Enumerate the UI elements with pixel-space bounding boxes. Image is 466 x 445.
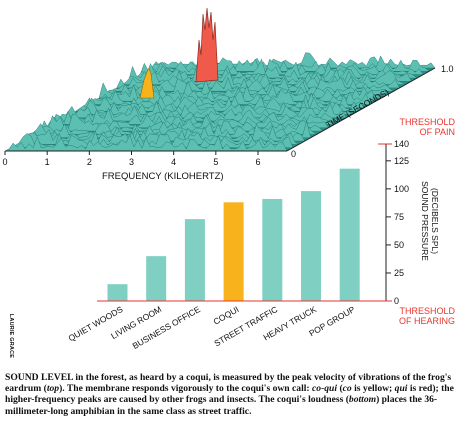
bar-street-traffic (262, 198, 283, 301)
time-tick-0: 0 (291, 149, 296, 159)
y-axis-label-line1: SOUND PRESSURE (420, 181, 430, 261)
y-tick-label: 140 (394, 139, 409, 149)
bar-coqui (223, 202, 244, 301)
caption-coqui-call: co-qui (312, 383, 338, 395)
caption-top: top (46, 383, 60, 395)
frequency-tick-label: 0 (2, 157, 7, 167)
y-tick-label: 50 (394, 240, 404, 250)
bar-business-office (184, 219, 205, 301)
y-tick-label: 75 (394, 212, 404, 222)
frequency-tick-label: 1 (45, 157, 50, 167)
bar-quiet-woods (107, 284, 128, 301)
time-axis-line (286, 67, 436, 152)
co-peak (139, 67, 155, 99)
spectrogram-ridges (4, 50, 436, 152)
frequency-axis-label: FREQUENCY (KILOHERTZ) (102, 171, 224, 182)
caption-text-6: ) places the 36-millimeter-long amphibia… (5, 394, 438, 417)
caption-qui: qui (394, 383, 408, 395)
artist-credit: LAURIE GRACE (8, 313, 15, 359)
y-tick-label: 0 (394, 296, 399, 306)
y-axis-ticks: 0 25 50 75 100 125 140 (386, 139, 409, 306)
threshold-of-pain-label-line1: THRESHOLD (399, 117, 455, 127)
figure-caption: SOUND LEVEL in the forest, as heard by a… (5, 372, 461, 417)
frequency-tick-label: 4 (171, 157, 176, 167)
y-axis-label-line2: (DECIBELS SPL) (430, 188, 440, 254)
y-tick-label: 125 (394, 156, 409, 166)
spectrogram-ridge (10, 130, 294, 148)
caption-text-2: ). The membrane responds vigorously to t… (59, 383, 313, 395)
threshold-of-pain-label-line2: OF PAIN (420, 127, 455, 137)
caption-lead: SOUND LEVEL (5, 372, 73, 383)
caption-bottom: bottom (348, 394, 377, 406)
spectrogram-ridge (33, 120, 318, 135)
bar-pop-group (339, 168, 360, 301)
caption-text-5: is red); the higher-frequency peaks are … (5, 383, 454, 406)
time-tick-1: 1.0 (441, 64, 454, 74)
frequency-tick-label: 2 (87, 157, 92, 167)
bar-living-room (146, 256, 167, 301)
caption-text-1: in the forest, as heard by a coqui, is m… (5, 372, 452, 395)
caption-co: co (342, 383, 352, 395)
y-tick-label: 25 (394, 268, 404, 278)
bar-heavy-truck (301, 191, 321, 301)
spectrogram-ridge (51, 107, 335, 125)
threshold-of-hearing-label-line2: OF HEARING (399, 316, 455, 326)
y-tick-label: 100 (394, 184, 409, 194)
category-label: COQUI (211, 304, 240, 327)
spectrogram-ridge (4, 134, 288, 152)
frequency-ticks: 0 1 2 3 4 5 6 (2, 151, 261, 167)
caption-text-4: is yellow; (351, 383, 395, 395)
caption-text-3: ( (337, 383, 343, 395)
category-label: BUSINESS OFFICE (131, 304, 203, 351)
bars (107, 168, 360, 301)
qui-peak (195, 7, 219, 83)
threshold-of-hearing-label-line1: THRESHOLD (399, 306, 455, 316)
frequency-tick-label: 5 (213, 157, 218, 167)
frequency-tick-label: 3 (129, 157, 134, 167)
frequency-tick-label: 6 (255, 157, 260, 167)
